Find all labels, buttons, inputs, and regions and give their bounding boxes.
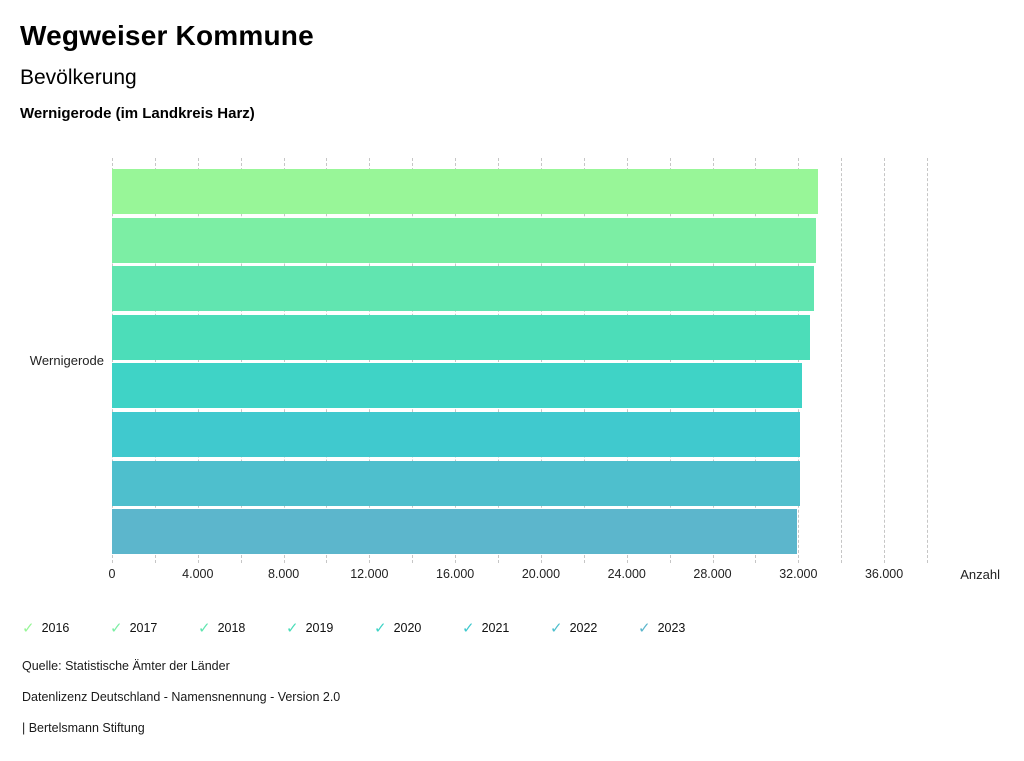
gridline	[712, 158, 714, 563]
legend-item-2020[interactable]: ✓ 2020	[374, 618, 462, 638]
gridline	[369, 158, 371, 563]
gridline	[498, 158, 500, 563]
page-location: Wernigerode (im Landkreis Harz)	[20, 105, 255, 122]
gridline	[154, 158, 156, 563]
gridline	[927, 158, 928, 563]
legend-item-label: 2016	[41, 621, 70, 635]
gridline	[197, 158, 199, 563]
bar-2018[interactable]	[112, 266, 815, 312]
legend-item-label: 2022	[569, 621, 598, 635]
gridline	[283, 158, 285, 563]
gridline	[884, 158, 886, 563]
bar-2020[interactable]	[112, 363, 802, 409]
gridline	[669, 158, 671, 563]
x-tick-label: 12.000	[350, 567, 389, 581]
gridline	[540, 158, 542, 563]
legend-item-2017[interactable]: ✓ 2017	[110, 618, 198, 638]
gridline	[412, 158, 414, 563]
x-tick-label: 16.000	[436, 567, 475, 581]
gridline	[755, 158, 757, 563]
check-icon: ✓	[462, 619, 475, 637]
legend-item-2021[interactable]: ✓ 2021	[462, 618, 550, 638]
gridline	[455, 158, 457, 563]
chart-canvas: Wernigerode 0 4.000 8.000 12.000 16.000 20.00…	[0, 158, 1024, 583]
gridline	[240, 158, 242, 563]
gridline	[583, 158, 585, 563]
legend-item-label: 2019	[305, 621, 334, 635]
legend: ✓ 2016 ✓ 2017 ✓ 2018 ✓ 2019 ✓ 2020 ✓ 2021 ✓ 2022 ✓ 2023	[22, 618, 726, 638]
x-tick-label: 28.000	[693, 567, 732, 581]
legend-item-2023[interactable]: ✓ 2023	[638, 618, 726, 638]
x-axis: 0 4.000 8.000 12.000 16.000 20.000 24.000 28.00…	[109, 567, 927, 583]
x-tick-label: 8.000	[267, 567, 300, 581]
footer-license: Datenlizenz Deutschland - Namensnennung …	[22, 690, 341, 704]
category-label: Wernigerode	[29, 353, 104, 368]
x-tick-label: 36.000	[864, 567, 904, 581]
footer-attribution: | Bertelsmann Stiftung	[22, 721, 145, 735]
x-tick-label: 32.000	[779, 567, 818, 581]
page-subtitle: Bevölkerung	[20, 66, 137, 89]
bar-2023[interactable]	[112, 509, 797, 555]
gridline	[112, 158, 113, 563]
legend-item-label: 2017	[129, 621, 158, 635]
gridline	[326, 158, 328, 563]
check-icon: ✓	[110, 619, 123, 637]
legend-item-2018[interactable]: ✓ 2018	[198, 618, 286, 638]
legend-item-2019[interactable]: ✓ 2019	[286, 618, 374, 638]
gridline	[626, 158, 628, 563]
check-icon: ✓	[286, 619, 299, 637]
check-icon: ✓	[638, 619, 651, 637]
gridline	[798, 158, 800, 563]
legend-item-2022[interactable]: ✓ 2022	[550, 618, 638, 638]
legend-item-label: 2021	[481, 621, 510, 635]
legend-item-label: 2023	[657, 621, 686, 635]
plot-area	[112, 158, 928, 563]
x-tick-label: 0	[108, 567, 116, 581]
gridline	[841, 158, 843, 563]
bar-2016[interactable]	[112, 169, 819, 214]
check-icon: ✓	[198, 619, 211, 637]
legend-item-2016[interactable]: ✓ 2016	[22, 618, 110, 638]
bar-2017[interactable]	[112, 217, 816, 263]
check-icon: ✓	[550, 619, 563, 637]
bar-2019[interactable]	[112, 314, 810, 360]
x-axis-title: Anzahl	[960, 567, 1000, 582]
page-title: Wegweiser Kommune	[20, 20, 314, 51]
x-tick-label: 4.000	[182, 567, 214, 581]
x-tick-label: 24.000	[607, 567, 646, 581]
bar-2021[interactable]	[112, 412, 800, 457]
check-icon: ✓	[374, 619, 387, 637]
footer-source: Quelle: Statistische Ämter der Länder	[22, 659, 230, 673]
legend-item-label: 2020	[393, 621, 422, 635]
check-icon: ✓	[22, 619, 35, 637]
x-tick-label: 20.000	[521, 567, 561, 581]
legend-item-label: 2018	[217, 621, 246, 635]
bar-2022[interactable]	[112, 460, 801, 506]
